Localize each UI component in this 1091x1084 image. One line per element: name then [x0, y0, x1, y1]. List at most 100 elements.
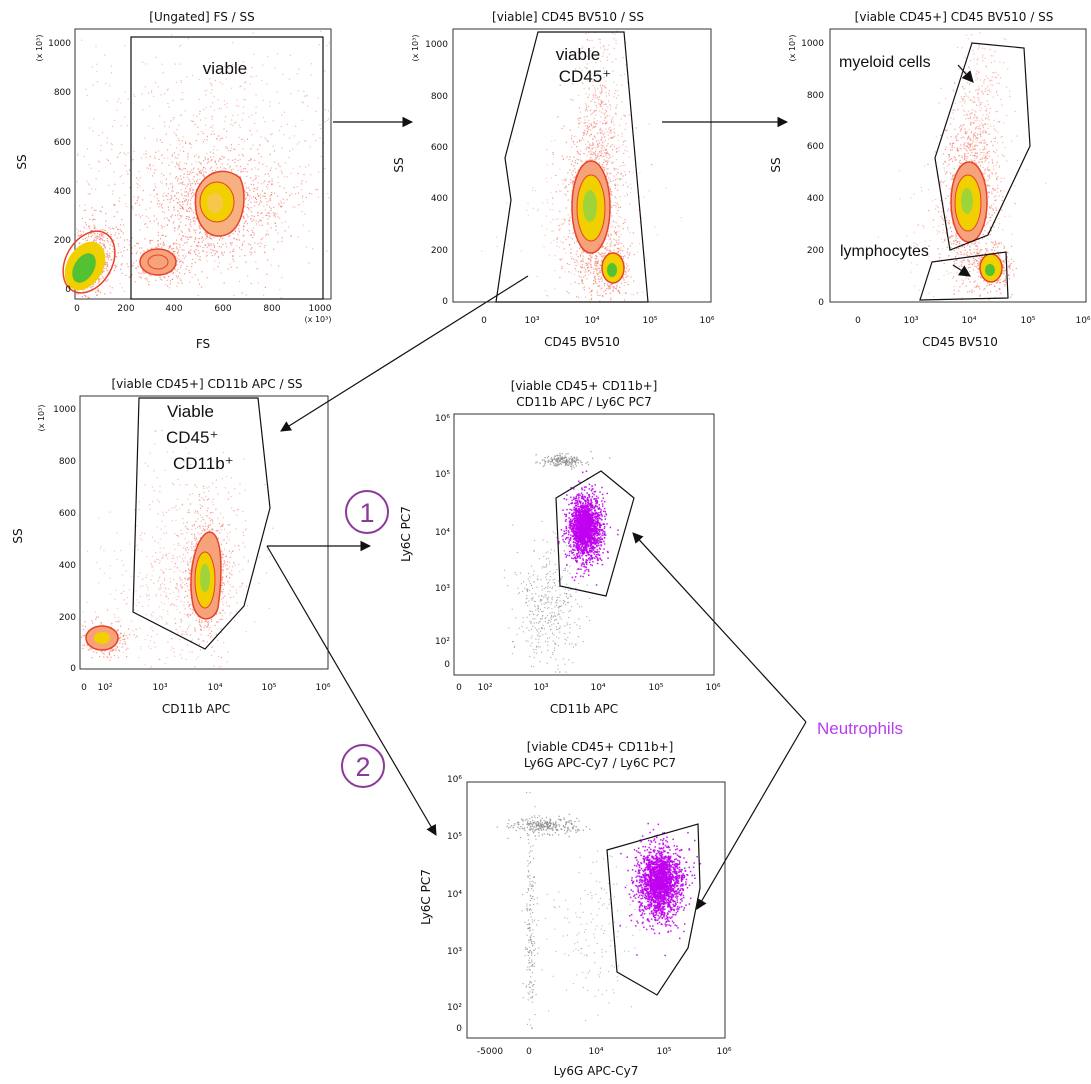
event-dot	[273, 215, 275, 217]
y-tick-label: 0	[442, 297, 448, 307]
event-dot	[632, 294, 635, 296]
event-dot	[86, 180, 88, 182]
event-dot	[624, 219, 626, 221]
event-dot	[302, 195, 304, 197]
event-dot	[602, 164, 604, 166]
event-dot	[167, 219, 169, 221]
event-dot	[191, 169, 193, 171]
event-dot	[82, 231, 84, 233]
event-dot	[617, 225, 619, 227]
event-dot	[201, 130, 203, 132]
event-dot	[594, 125, 597, 128]
event-dot	[551, 140, 553, 142]
event-dot	[572, 140, 574, 142]
event-dot	[218, 246, 220, 248]
y-tick-label: 1000	[48, 39, 71, 49]
event-dot	[279, 165, 281, 168]
event-dot	[194, 274, 196, 276]
event-dot	[251, 114, 253, 116]
event-dot	[609, 186, 611, 188]
event-dot	[611, 162, 613, 164]
event-dot	[969, 246, 971, 248]
event-dot	[218, 107, 220, 109]
event-dot	[199, 228, 201, 230]
event-dot	[586, 131, 588, 133]
event-dot	[481, 250, 483, 252]
event-dot	[597, 53, 600, 55]
event-dot	[224, 120, 226, 122]
event-dot	[600, 75, 602, 77]
event-dot	[177, 229, 179, 231]
event-dot	[971, 291, 974, 293]
event-dot	[198, 183, 200, 185]
event-dot	[600, 99, 602, 101]
event-dot	[203, 160, 205, 162]
event-dot	[93, 209, 95, 211]
event-dot	[180, 221, 182, 223]
event-dot	[608, 154, 611, 156]
event-dot	[166, 89, 168, 91]
event-dot	[179, 168, 181, 170]
event-dot	[124, 91, 126, 93]
event-dot	[615, 148, 617, 150]
event-dot	[231, 119, 233, 121]
event-dot	[586, 63, 588, 65]
event-dot	[183, 173, 185, 175]
event-dot	[615, 197, 617, 199]
event-dot	[198, 168, 200, 170]
event-dot	[592, 81, 594, 83]
event-dot	[594, 278, 596, 280]
event-dot	[250, 211, 252, 213]
event-dot	[984, 142, 986, 144]
event-dot	[624, 273, 626, 275]
event-dot	[958, 290, 960, 292]
event-dot	[557, 184, 559, 186]
event-dot	[100, 234, 102, 237]
event-dot	[970, 154, 972, 156]
event-dot	[161, 162, 163, 164]
event-dot	[220, 158, 222, 161]
event-dot	[611, 121, 613, 123]
event-dot	[612, 137, 614, 139]
event-dot	[245, 192, 247, 194]
event-dot	[186, 242, 188, 244]
event-dot	[601, 136, 603, 138]
event-dot	[604, 252, 606, 254]
event-dot	[623, 245, 625, 247]
event-dot	[606, 174, 608, 176]
event-dot	[106, 265, 108, 267]
event-dot	[606, 250, 608, 252]
event-dot	[626, 150, 628, 152]
event-dot	[593, 126, 595, 129]
event-dot	[603, 149, 605, 151]
event-dot	[290, 235, 292, 237]
event-dot	[132, 208, 134, 210]
event-dot	[162, 244, 165, 246]
event-dot	[591, 290, 593, 292]
event-dot	[281, 240, 283, 243]
event-dot	[153, 215, 155, 217]
event-dot	[123, 239, 125, 241]
event-dot	[180, 114, 182, 116]
event-dot	[557, 218, 559, 220]
event-dot	[88, 227, 91, 229]
event-dot	[986, 157, 988, 159]
event-dot	[960, 264, 962, 266]
event-dot	[171, 248, 173, 250]
event-dot	[989, 227, 991, 229]
event-dot	[172, 185, 174, 187]
event-dot	[619, 165, 621, 167]
event-dot	[613, 249, 615, 251]
event-dot	[243, 98, 245, 100]
event-dot	[307, 105, 309, 107]
event-dot	[596, 96, 599, 98]
event-dot	[156, 197, 159, 199]
event-dot	[253, 234, 255, 236]
event-dot	[623, 141, 625, 143]
event-dot	[133, 196, 135, 198]
event-dot	[603, 290, 605, 293]
event-dot	[603, 155, 605, 157]
event-dot	[584, 125, 586, 127]
event-dot	[613, 238, 615, 240]
